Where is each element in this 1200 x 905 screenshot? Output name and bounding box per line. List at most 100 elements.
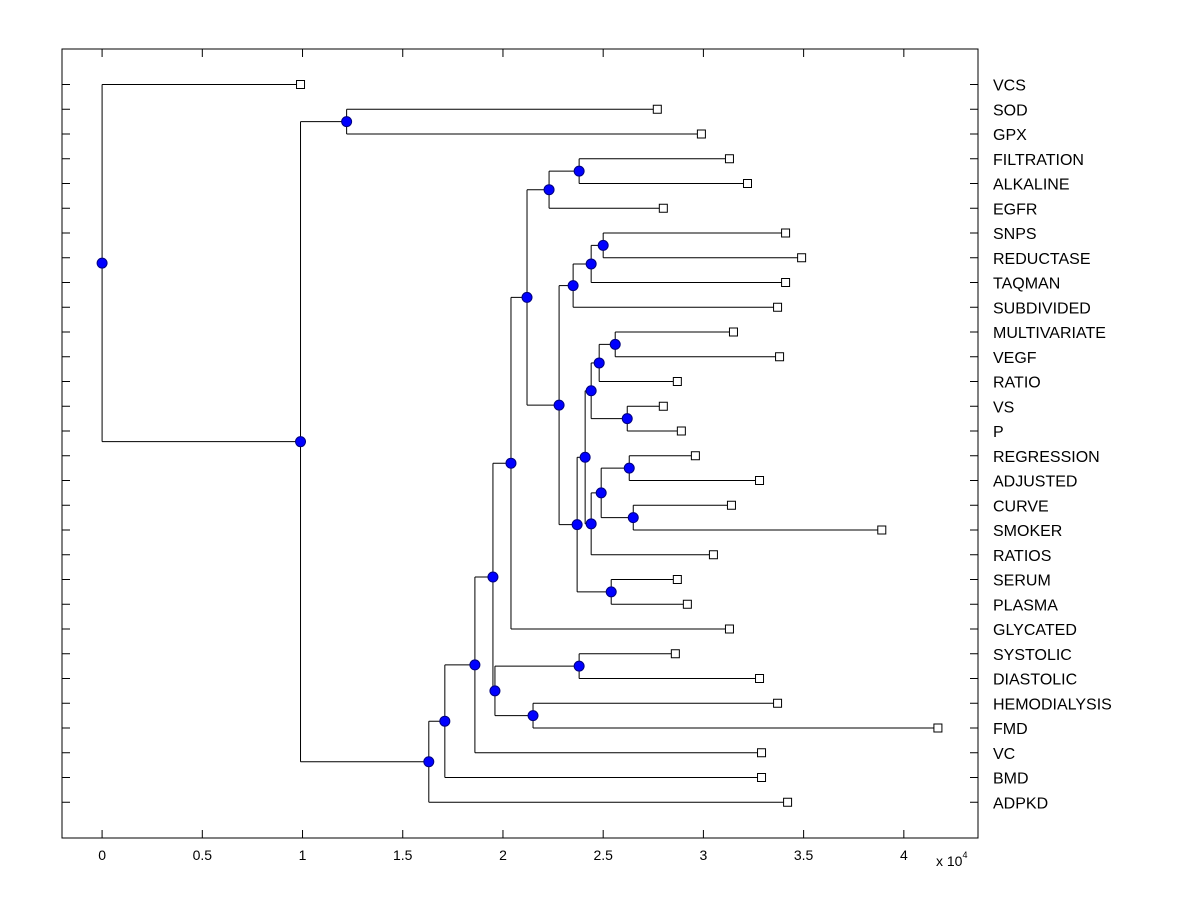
leaf-label: DIASTOLIC bbox=[993, 672, 1077, 689]
leaf-label: HEMODIALYSIS bbox=[993, 696, 1112, 713]
x-tick-label: 0 bbox=[98, 847, 106, 863]
cluster-node bbox=[295, 436, 307, 448]
leaf-marker bbox=[933, 723, 943, 733]
leaf-label: VCS bbox=[993, 78, 1026, 95]
cluster-node bbox=[573, 165, 585, 177]
cluster-node bbox=[521, 291, 533, 303]
leaf-label: REDUCTASE bbox=[993, 251, 1091, 268]
leaf-marker bbox=[773, 698, 783, 708]
leaf-marker bbox=[775, 352, 785, 362]
leaf-label: FILTRATION bbox=[993, 152, 1084, 169]
cluster-node bbox=[585, 518, 597, 530]
cluster-node bbox=[567, 280, 579, 292]
leaf-marker bbox=[877, 525, 887, 535]
leaf-marker bbox=[773, 302, 783, 312]
leaf-label: REGRESSION bbox=[993, 449, 1100, 466]
leaf-label: SERUM bbox=[993, 573, 1051, 590]
leaf-label: BMD bbox=[993, 771, 1029, 788]
cluster-node bbox=[621, 413, 633, 425]
leaf-marker bbox=[676, 426, 686, 436]
x-tick-label: 1 bbox=[299, 847, 307, 863]
cluster-node bbox=[571, 519, 583, 531]
cluster-node bbox=[623, 462, 635, 474]
leaf-label: SOD bbox=[993, 102, 1028, 119]
leaf-label: VC bbox=[993, 746, 1015, 763]
x-tick-label: 2 bbox=[499, 847, 507, 863]
leaf-marker bbox=[672, 377, 682, 386]
leaf-marker bbox=[783, 797, 793, 807]
leaf-marker bbox=[757, 773, 767, 782]
cluster-node bbox=[439, 715, 451, 727]
leaf-marker bbox=[757, 748, 767, 758]
leaf-marker bbox=[670, 649, 680, 659]
leaf-label: P bbox=[993, 424, 1004, 441]
leaf-marker bbox=[652, 104, 662, 114]
cluster-node bbox=[96, 257, 108, 269]
leaf-label: ADPKD bbox=[993, 795, 1048, 812]
leaf-label: SMOKER bbox=[993, 523, 1062, 540]
x-tick-label: 0.5 bbox=[193, 847, 213, 863]
leaf-marker bbox=[724, 154, 734, 164]
leaf-marker bbox=[726, 500, 736, 510]
leaf-label: PLASMA bbox=[993, 597, 1058, 614]
leaf-label: SNPS bbox=[993, 226, 1037, 243]
leaf-marker bbox=[658, 203, 668, 213]
cluster-node bbox=[487, 571, 499, 583]
leaf-marker bbox=[708, 550, 718, 560]
cluster-node bbox=[341, 116, 353, 128]
cluster-node bbox=[553, 399, 565, 411]
dendrogram-leaves bbox=[296, 80, 943, 807]
cluster-node bbox=[605, 586, 617, 598]
x-tick-label: 1.5 bbox=[393, 847, 413, 863]
leaf-label: VS bbox=[993, 399, 1014, 416]
leaf-label: ALKALINE bbox=[993, 177, 1069, 194]
x-tick-label: 2.5 bbox=[593, 847, 613, 863]
x-tick-labels: 0 0.5 1 1.5 2 2.5 3 3.5 4 bbox=[98, 847, 908, 863]
leaf-marker bbox=[696, 129, 706, 139]
cluster-node bbox=[505, 457, 517, 469]
leaf-marker bbox=[797, 253, 807, 263]
leaf-marker bbox=[296, 80, 306, 89]
leaf-label: SUBDIVIDED bbox=[993, 300, 1091, 317]
leaf-marker bbox=[742, 179, 752, 188]
cluster-node bbox=[627, 512, 639, 524]
cluster-node bbox=[609, 338, 621, 350]
leaf-marker bbox=[724, 624, 734, 634]
leaf-label: ADJUSTED bbox=[993, 474, 1077, 491]
leaf-marker bbox=[755, 476, 765, 485]
leaf-marker bbox=[781, 278, 791, 287]
cluster-node bbox=[579, 451, 591, 463]
leaf-marker bbox=[755, 674, 765, 683]
cluster-node bbox=[423, 756, 435, 768]
leaf-label: TAQMAN bbox=[993, 276, 1060, 293]
cluster-node bbox=[573, 660, 585, 672]
plot-area bbox=[61, 48, 979, 839]
leaf-label: SYSTOLIC bbox=[993, 647, 1072, 664]
leaf-marker bbox=[658, 401, 668, 411]
leaf-label: GPX bbox=[993, 127, 1027, 144]
leaf-marker bbox=[728, 327, 738, 337]
dendrogram-nodes bbox=[96, 116, 639, 768]
cluster-node bbox=[597, 239, 609, 251]
cluster-node bbox=[543, 184, 555, 196]
leaf-label: VEGF bbox=[993, 350, 1037, 367]
leaf-label: FMD bbox=[993, 721, 1028, 738]
leaf-marker bbox=[682, 599, 692, 609]
cluster-node bbox=[469, 659, 481, 671]
axis-ticks bbox=[62, 49, 978, 838]
leaf-marker bbox=[690, 451, 700, 461]
leaf-labels: VCS SOD GPX FILTRATION ALKALINE EGFR SNPS REDUC… bbox=[993, 78, 1112, 813]
leaf-marker bbox=[672, 575, 682, 584]
leaf-label: GLYCATED bbox=[993, 622, 1077, 639]
x-multiplier-label: x 104 bbox=[936, 850, 967, 869]
leaf-label: CURVE bbox=[993, 498, 1049, 515]
x-tick-label: 3 bbox=[700, 847, 708, 863]
x-tick-label: 4 bbox=[900, 847, 908, 863]
cluster-node bbox=[489, 685, 501, 697]
leaf-label: MULTIVARIATE bbox=[993, 325, 1106, 342]
leaf-label: EGFR bbox=[993, 201, 1037, 218]
x-tick-label: 3.5 bbox=[794, 847, 814, 863]
cluster-node bbox=[527, 710, 539, 722]
